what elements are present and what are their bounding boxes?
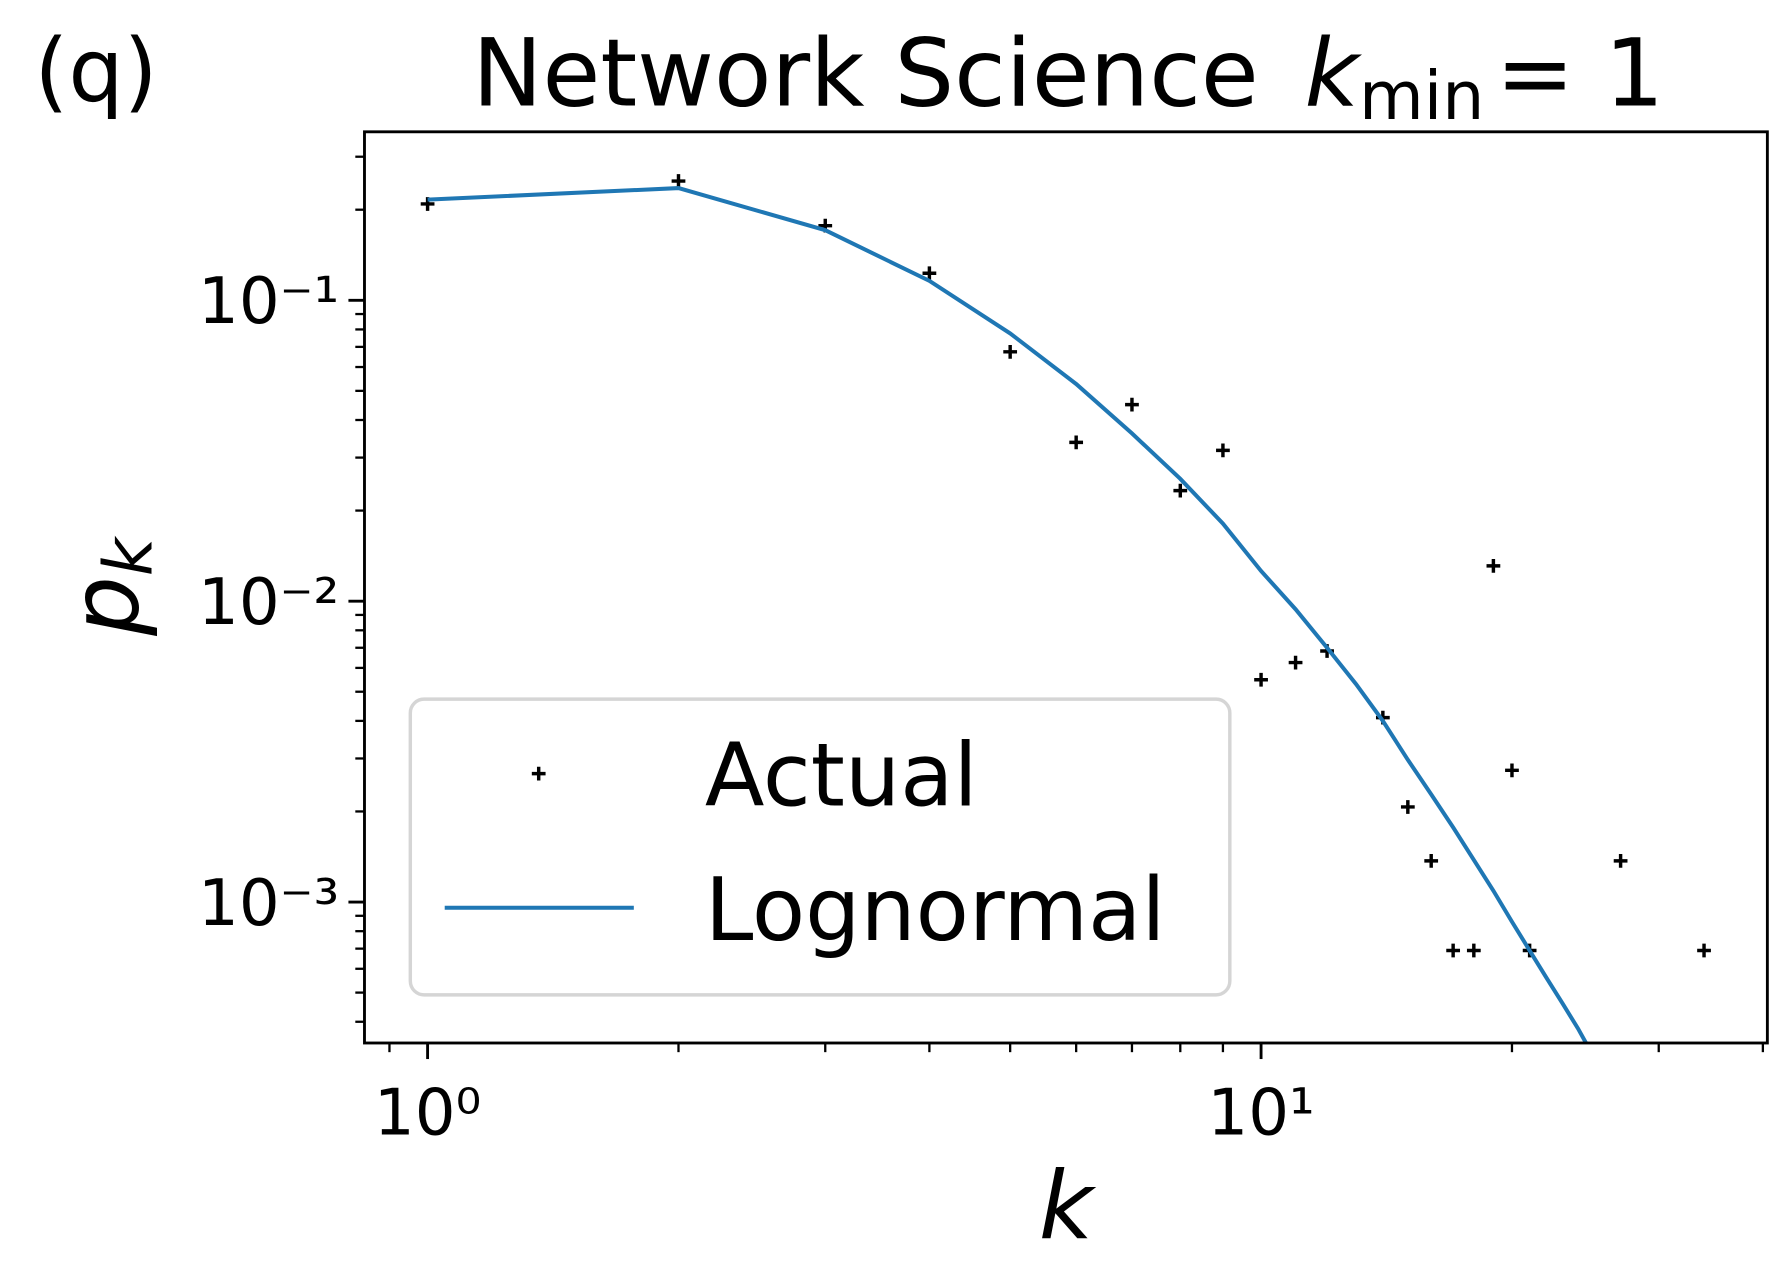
data-point: [1216, 443, 1230, 458]
series-layer: [420, 174, 1711, 1043]
title-text: Network Science: [472, 19, 1258, 128]
y-label-sub: k: [89, 535, 167, 576]
legend-marker: [531, 766, 546, 781]
y-tick-label: 10⁻²: [198, 565, 339, 640]
x-tick-label: 10⁰: [374, 1076, 481, 1151]
title-eq: = 1: [1496, 19, 1664, 128]
data-point: [1613, 854, 1628, 868]
data-point: [1069, 435, 1084, 450]
data-point: [1505, 763, 1519, 778]
data-point: [1003, 344, 1018, 359]
legend-box: [408, 697, 1232, 997]
title-var: k: [1305, 19, 1363, 128]
y-axis-label: pk: [52, 535, 168, 637]
data-point: [1288, 655, 1303, 670]
data-point: [922, 266, 937, 281]
plot-frame: [363, 130, 1769, 1045]
panel-label: (q): [34, 20, 157, 122]
x-tick-label: 10¹: [1207, 1076, 1314, 1151]
legend-label: Lognormal: [705, 859, 1166, 961]
title-sub: min: [1359, 57, 1484, 135]
data-point: [1254, 672, 1268, 687]
data-point: [1446, 943, 1461, 958]
legend-label: Actual: [705, 725, 978, 827]
y-tick-label: 10⁻¹: [198, 264, 339, 339]
data-line: [427, 186, 1589, 1043]
legend: Actual Lognormal: [408, 697, 1232, 997]
data-point: [1173, 483, 1188, 498]
data-point: [671, 174, 686, 188]
data-point: [1125, 397, 1139, 412]
data-point: [1486, 558, 1501, 573]
data-point: [1424, 854, 1439, 868]
chart-title: Network Science kmin = 1: [472, 19, 1664, 135]
y-label-main: p: [52, 576, 161, 637]
data-point: [1400, 800, 1415, 814]
x-axis-label: k: [1039, 1152, 1097, 1261]
y-tick-label: 10⁻³: [198, 866, 339, 941]
data-point: [1466, 943, 1481, 958]
data-point: [1697, 943, 1711, 958]
